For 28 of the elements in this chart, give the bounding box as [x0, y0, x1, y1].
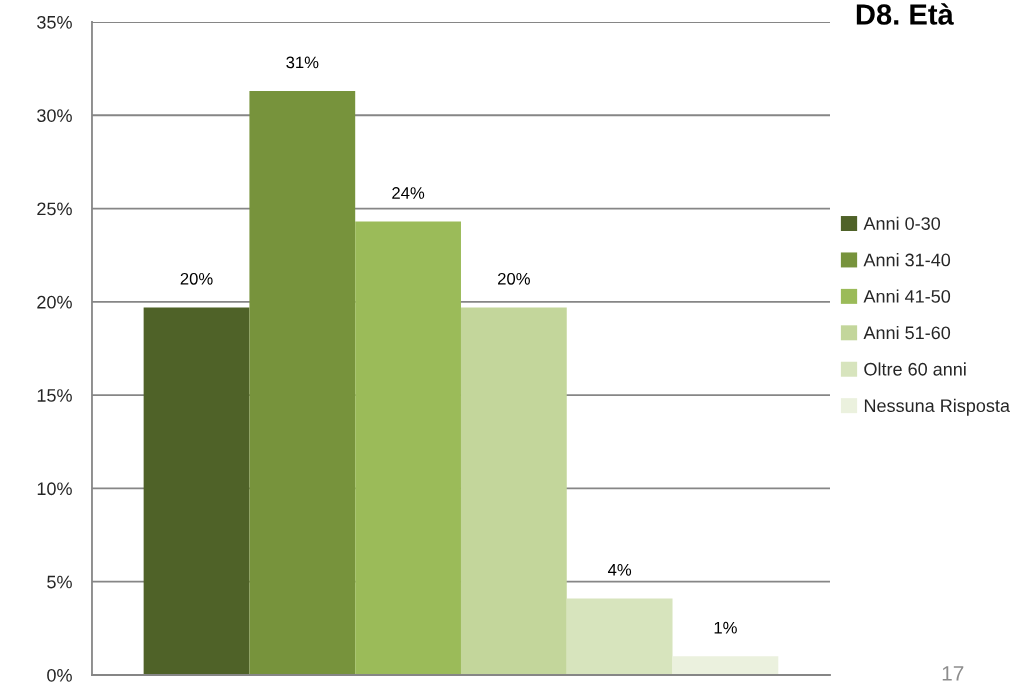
data-label: 31%	[286, 56, 319, 69]
bar	[249, 91, 356, 675]
y-tick-label: 15%	[37, 389, 72, 402]
legend-label: Oltre 60 anni	[864, 362, 966, 376]
data-label: 1%	[714, 621, 737, 634]
legend-label: Anni 0-30	[863, 216, 941, 230]
legend-label: Anni 41-50	[863, 289, 951, 303]
bar	[460, 307, 567, 675]
data-label: 24%	[392, 187, 425, 199]
y-tick-label: 35%	[37, 15, 72, 29]
bar	[672, 656, 779, 675]
data-label: 4%	[607, 564, 632, 576]
bar	[143, 307, 250, 675]
legend-label: Anni 31-40	[863, 253, 951, 267]
y-tick-label: 20%	[37, 295, 72, 309]
text: 17	[942, 666, 964, 681]
data-label: 20%	[180, 272, 213, 285]
y-tick-label: 10%	[37, 482, 72, 496]
data-label: 20%	[498, 272, 530, 285]
y-tick-label: 30%	[37, 109, 72, 122]
legend-label: Anni 51-60	[863, 325, 951, 340]
legend-label: Nessuna Risposta	[864, 398, 1010, 416]
bar	[355, 221, 461, 675]
y-tick-label: 5%	[47, 575, 72, 589]
bar	[566, 598, 673, 675]
text: D8. Età	[856, 3, 954, 25]
y-tick-label: 0%	[47, 668, 72, 682]
y-tick-label: 25%	[37, 202, 72, 216]
